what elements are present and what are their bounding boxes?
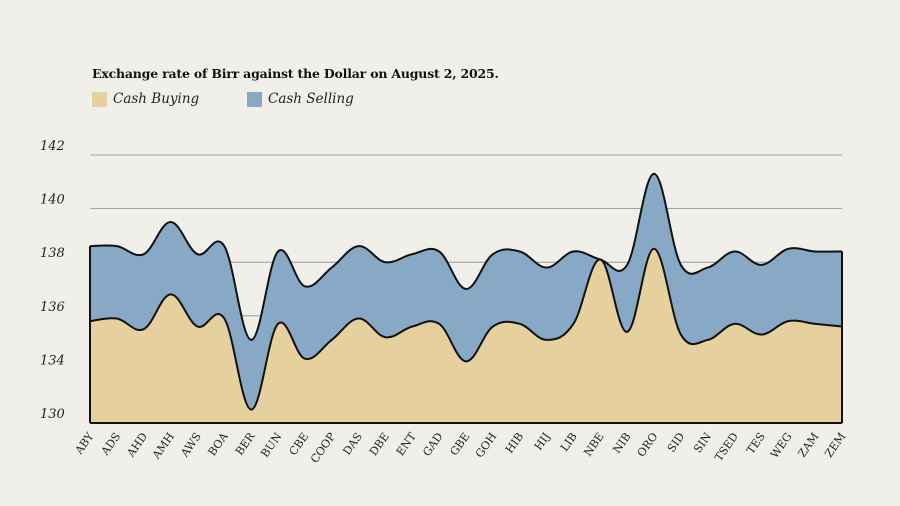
x-tick-label: AMH — [149, 430, 177, 462]
legend-swatch-cash-selling — [247, 91, 262, 107]
x-tick-label: SIN — [691, 430, 714, 455]
y-tick-label: 140 — [40, 193, 65, 208]
y-tick-label: 138 — [40, 246, 65, 261]
x-tick-label: DAS — [340, 430, 365, 457]
area-cash-buying — [90, 248, 842, 423]
x-tick-label: CBE — [287, 430, 312, 458]
x-tick-label: NIB — [610, 430, 633, 456]
x-tick-label: HIB — [503, 430, 526, 456]
x-tick-label: TES — [744, 430, 768, 456]
x-tick-label: WEG — [768, 430, 795, 460]
y-tick-label: 130 — [40, 407, 65, 422]
x-tick-label: ZEM — [822, 430, 848, 460]
x-tick-label: DBE — [367, 430, 392, 458]
x-tick-label: GAD — [420, 430, 445, 459]
line-cash-selling — [89, 172, 843, 341]
x-tick-label: SID — [665, 430, 688, 455]
x-tick-label: NBE — [581, 430, 606, 459]
x-tick-label: ZAM — [796, 430, 822, 459]
x-tick-label: HIJ — [532, 430, 553, 452]
chart-title: Exchange rate of Birr against the Dollar… — [92, 66, 499, 81]
x-tick-label: COOP — [308, 430, 338, 466]
x-tick-label: ORO — [635, 430, 661, 459]
legend-item-cash-selling: Cash Selling — [247, 91, 354, 107]
line-cash-buying — [89, 247, 843, 411]
x-tick-label: ABY — [72, 430, 97, 458]
x-tick-label: TSED — [712, 430, 741, 464]
x-tick-label: AWS — [178, 430, 204, 460]
x-tick-label: GBE — [448, 430, 473, 458]
chart-areas — [89, 172, 843, 424]
x-tick-label: BOA — [206, 429, 232, 458]
x-tick-label: GOH — [473, 430, 499, 460]
legend-label-cash-buying: Cash Buying — [113, 91, 200, 107]
x-tick-label: ADS — [98, 430, 123, 458]
x-tick-label: AHD — [124, 430, 150, 460]
y-tick-label: 136 — [40, 300, 65, 315]
x-tick-label: BUN — [258, 430, 284, 460]
y-axis-ticks: 130 134 136 138 140 142 — [40, 139, 65, 422]
x-tick-label: BER — [233, 430, 258, 458]
legend-swatch-cash-buying — [92, 91, 107, 107]
legend-label-cash-selling: Cash Selling — [268, 91, 354, 107]
y-tick-label: 142 — [40, 139, 65, 154]
legend-item-cash-buying: Cash Buying — [92, 91, 199, 107]
y-tick-label: 134 — [40, 353, 65, 368]
x-tick-label: LIB — [558, 430, 580, 454]
x-tick-label: ENT — [394, 430, 419, 458]
